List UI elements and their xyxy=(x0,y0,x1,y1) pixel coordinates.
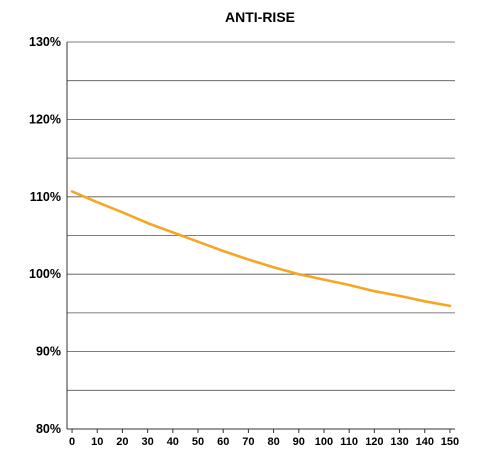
x-tick-label: 120 xyxy=(365,436,383,448)
grid-lines xyxy=(66,41,455,430)
series-line xyxy=(70,190,452,308)
x-axis-ticks: 0 10 20 30 40 50 60 70 80 90 100 110 120 130 140 150 xyxy=(69,429,459,448)
y-axis-ticks: 80% 90% 100% 110% 120% 130% xyxy=(29,35,61,436)
x-tick-label: 140 xyxy=(416,436,434,448)
y-tick-label: 130% xyxy=(29,35,61,49)
x-tick-label: 60 xyxy=(217,436,229,448)
x-tick-label: 110 xyxy=(340,436,358,448)
x-tick-label: 40 xyxy=(167,436,179,448)
x-tick-label: 0 xyxy=(69,436,75,448)
y-tick-label: 110% xyxy=(30,190,61,204)
x-tick-label: 10 xyxy=(91,436,103,448)
x-tick-label: 130 xyxy=(390,436,408,448)
series-layer xyxy=(70,190,452,308)
y-tick-label: 80% xyxy=(36,422,61,436)
x-tick-label: 20 xyxy=(116,436,128,448)
x-tick-label: 100 xyxy=(315,436,333,448)
x-tick-label: 70 xyxy=(242,436,254,448)
x-tick-label: 80 xyxy=(267,436,279,448)
x-tick-label: 90 xyxy=(293,436,305,448)
x-tick-label: 150 xyxy=(441,436,459,448)
x-tick-label: 50 xyxy=(192,436,204,448)
chart-title: ANTI-RISE xyxy=(225,9,295,25)
y-tick-label: 90% xyxy=(36,345,61,359)
y-tick-label: 120% xyxy=(29,112,61,126)
y-tick-label: 100% xyxy=(29,267,61,281)
x-tick-label: 30 xyxy=(141,436,153,448)
